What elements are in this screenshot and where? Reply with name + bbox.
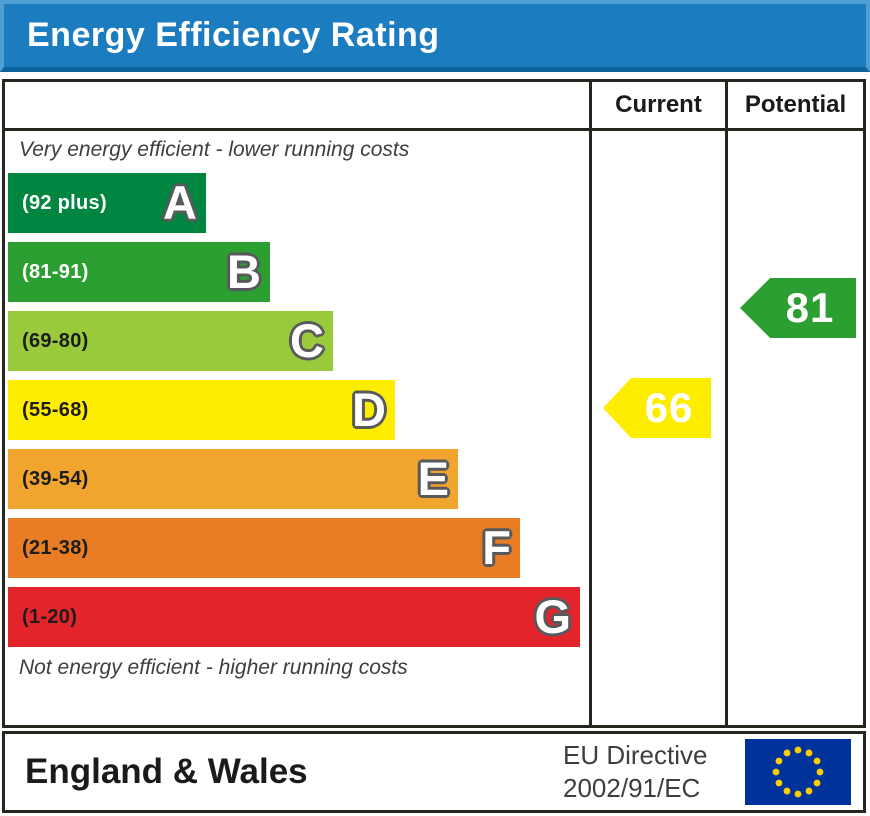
eu-flag-icon bbox=[745, 739, 851, 805]
eu-directive-line1: EU Directive bbox=[563, 740, 708, 770]
band-b-letter: B bbox=[227, 245, 261, 298]
table-header-row: Current Potential bbox=[5, 82, 863, 131]
band-f: (21-38) F bbox=[8, 518, 520, 578]
band-b-range-label: (81-91) bbox=[22, 260, 89, 283]
potential-column-header: Potential bbox=[744, 91, 847, 118]
band-b: (81-91) B bbox=[8, 242, 270, 302]
band-g: (1-20) G bbox=[8, 587, 580, 647]
eu-directive-label: EU Directive 2002/91/EC bbox=[563, 739, 707, 805]
current-rating-value: 66 bbox=[644, 384, 694, 431]
footer: England & Wales EU Directive 2002/91/EC bbox=[2, 731, 866, 813]
band-c: (69-80) C bbox=[8, 311, 333, 371]
band-g-letter: G bbox=[534, 590, 571, 643]
rating-bands: (92 plus) A (81-91) B (69-80) C (55-68) … bbox=[8, 173, 589, 656]
band-e-range-label: (39-54) bbox=[22, 467, 89, 490]
band-d-range-label: (55-68) bbox=[22, 398, 89, 421]
band-f-range-label: (21-38) bbox=[22, 536, 89, 559]
top-note: Very energy efficient - lower running co… bbox=[19, 138, 410, 161]
potential-column-divider bbox=[725, 82, 728, 725]
rating-table: Current Potential Very energy efficient … bbox=[2, 79, 866, 728]
band-a-letter: A bbox=[163, 176, 197, 229]
current-rating-arrow: 66 bbox=[603, 378, 711, 438]
band-a-range-label: (92 plus) bbox=[22, 191, 107, 214]
region-label: England & Wales bbox=[25, 752, 308, 791]
current-column-divider bbox=[589, 82, 592, 725]
band-a: (92 plus) A bbox=[8, 173, 206, 233]
current-column-header: Current bbox=[615, 91, 702, 118]
eu-directive-line2: 2002/91/EC bbox=[563, 773, 701, 803]
band-e-letter: E bbox=[417, 452, 449, 505]
band-f-letter: F bbox=[482, 521, 511, 574]
potential-rating-arrow: 81 bbox=[740, 278, 856, 338]
bottom-note: Not energy efficient - higher running co… bbox=[19, 656, 408, 679]
band-g-range-label: (1-20) bbox=[22, 605, 78, 628]
potential-rating-value: 81 bbox=[785, 284, 835, 331]
band-d: (55-68) D bbox=[8, 380, 395, 440]
band-c-letter: C bbox=[290, 314, 324, 367]
band-d-letter: D bbox=[352, 383, 386, 436]
band-e: (39-54) E bbox=[8, 449, 458, 509]
page-title: Energy Efficiency Rating bbox=[27, 16, 440, 54]
band-c-range-label: (69-80) bbox=[22, 329, 89, 352]
chart-title-bar: Energy Efficiency Rating bbox=[0, 0, 870, 72]
